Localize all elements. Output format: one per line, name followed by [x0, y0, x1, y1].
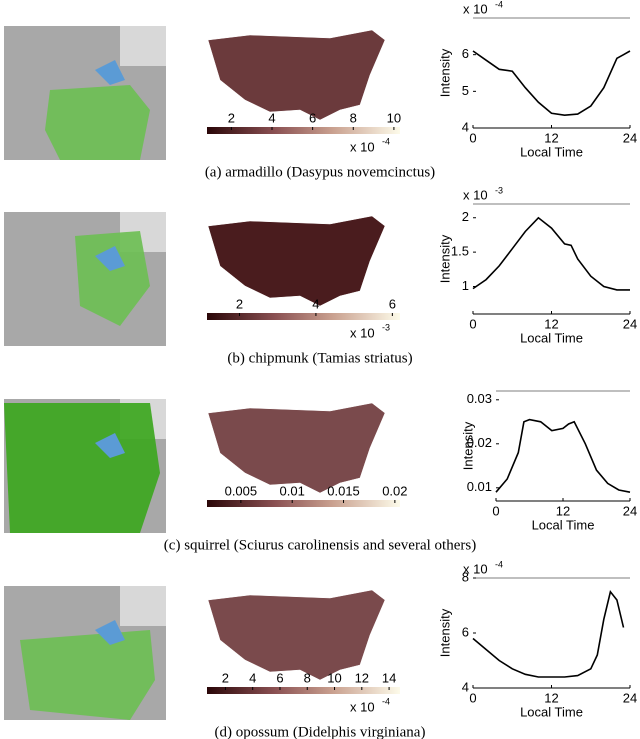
y-tick-label: 2: [462, 209, 469, 224]
y-tick-label: 1: [462, 278, 469, 293]
x-tick-label: 12: [544, 316, 558, 331]
y-tick-label: 0.01: [467, 479, 492, 494]
range-map-habitat: [4, 403, 160, 533]
intensity-line: [472, 50, 631, 117]
colorbar-exponent: -4: [382, 136, 390, 146]
colorbar: [207, 313, 400, 320]
x-tick-label: 24: [623, 690, 637, 705]
colorbar-exponent-base: x 10: [350, 699, 375, 714]
chart-exponent-base: x 10: [463, 561, 488, 576]
caption: (b) chipmunk (Tamias striatus): [227, 350, 412, 366]
intensity-line: [495, 418, 631, 493]
colorbar: [207, 687, 400, 694]
colorbar-tick-label: 0.015: [327, 483, 360, 498]
chart-exponent: -4: [495, 559, 503, 569]
y-axis-label: Intensity: [437, 48, 452, 97]
range-map-sea: [120, 26, 166, 66]
colorbar-tick-label: 0.01: [280, 483, 305, 498]
colorbar-tick-label: 4: [268, 110, 275, 125]
x-tick-label: 24: [623, 316, 637, 331]
x-axis-label: Local Time: [520, 704, 583, 719]
colorbar-tick-label: 14: [382, 670, 396, 685]
x-tick-label: 0: [492, 503, 499, 518]
heat-map: [207, 29, 386, 121]
range-map-lakes: [95, 246, 125, 271]
colorbar-exponent: -3: [382, 322, 390, 332]
x-tick-label: 24: [623, 130, 637, 145]
x-tick-label: 12: [544, 690, 558, 705]
x-tick-label: 12: [544, 130, 558, 145]
colorbar-tick-label: 0.005: [225, 483, 258, 498]
chart-exponent-base: x 10: [463, 187, 488, 202]
heat-map: [207, 215, 386, 307]
range-map-habitat: [75, 231, 150, 326]
range-map-lakes: [95, 60, 125, 85]
range-map-sea: [120, 586, 166, 626]
range-map-habitat: [20, 630, 155, 720]
colorbar-tick-label: 4: [312, 296, 319, 311]
y-tick-label: 0.02: [467, 435, 492, 450]
caption: (c) squirrel (Sciurus carolinensis and s…: [164, 537, 476, 553]
y-axis-label: Intensity: [437, 608, 452, 657]
colorbar-tick-label: 10: [327, 670, 341, 685]
colorbar-tick-label: 8: [350, 110, 357, 125]
caption: (d) opossum (Didelphis virginiana): [215, 724, 426, 739]
colorbar-tick-label: 4: [249, 670, 256, 685]
colorbar-exponent: -4: [382, 696, 390, 706]
heat-map: [207, 402, 386, 494]
y-axis-label: Intensity: [437, 234, 452, 283]
y-tick-label: 5: [462, 83, 469, 98]
y-tick-label: 1.5: [451, 244, 469, 259]
chart-exponent-base: x 10: [463, 1, 488, 16]
heat-map: [207, 589, 386, 681]
colorbar-tick-label: 6: [276, 670, 283, 685]
colorbar-tick-label: 6: [309, 110, 316, 125]
x-tick-label: 12: [556, 503, 570, 518]
colorbar: [207, 127, 400, 134]
y-axis-label: Intensity: [460, 421, 475, 470]
y-tick-label: 8: [462, 569, 469, 584]
colorbar-tick-label: 12: [355, 670, 369, 685]
x-tick-label: 0: [469, 316, 476, 331]
range-map-lakes: [95, 620, 125, 645]
x-axis-label: Local Time: [532, 517, 595, 532]
range-map-lakes: [95, 433, 125, 458]
x-tick-label: 0: [469, 690, 476, 705]
y-tick-label: 6: [462, 46, 469, 61]
colorbar-tick-label: 6: [389, 296, 396, 311]
intensity-line: [472, 216, 630, 291]
colorbar: [207, 500, 400, 507]
colorbar-tick-label: 10: [387, 110, 401, 125]
y-tick-label: 4: [462, 679, 469, 694]
y-tick-label: 4: [462, 119, 469, 134]
x-tick-label: 0: [469, 130, 476, 145]
x-axis-label: Local Time: [520, 144, 583, 159]
caption: (a) armadillo (Dasypus novemcinctus): [205, 164, 435, 180]
range-map-habitat: [45, 85, 150, 160]
colorbar-exponent-base: x 10: [350, 139, 375, 154]
y-tick-label: 6: [462, 624, 469, 639]
chart-exponent: -3: [495, 185, 503, 195]
chart-exponent: -4: [495, 0, 503, 9]
colorbar-tick-label: 0.02: [382, 483, 407, 498]
intensity-line: [472, 590, 625, 678]
x-tick-label: 24: [623, 503, 637, 518]
colorbar-tick-label: 2: [228, 110, 235, 125]
colorbar-tick-label: 2: [222, 670, 229, 685]
colorbar-tick-label: 8: [304, 670, 311, 685]
y-tick-label: 0.03: [467, 391, 492, 406]
colorbar-exponent-base: x 10: [350, 325, 375, 340]
colorbar-tick-label: 2: [236, 296, 243, 311]
x-axis-label: Local Time: [520, 330, 583, 345]
